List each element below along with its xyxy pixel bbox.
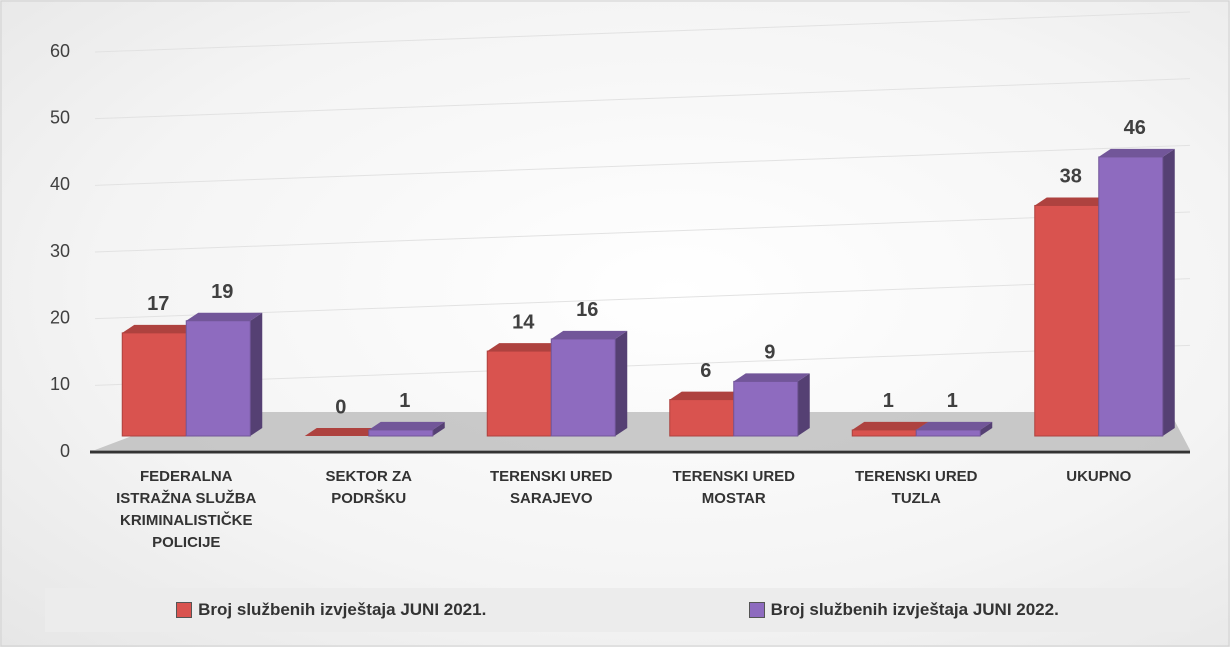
data-label: 17 [147, 293, 169, 315]
bar [121, 332, 187, 437]
grid-line [94, 144, 1191, 186]
bar [915, 429, 981, 437]
grid-line [94, 11, 1191, 53]
bar [185, 320, 251, 437]
data-label: 1 [947, 390, 958, 412]
bar [486, 350, 552, 437]
bar-top [368, 421, 445, 430]
legend: Broj službenih izvještaja JUNI 2021. Broj… [45, 588, 1190, 632]
data-label: 1 [399, 390, 410, 412]
data-label: 19 [211, 281, 233, 303]
bar [669, 399, 735, 437]
legend-swatch [176, 602, 193, 618]
bar [733, 380, 799, 437]
x-tick-label: TERENSKI URED TUZLA [854, 468, 978, 507]
legend-label: Broj službenih izvještaja JUNI 2022. [770, 600, 1059, 619]
bar-side [250, 312, 263, 436]
bar-top [186, 312, 263, 321]
grid-line [94, 344, 1191, 386]
bar-side [980, 421, 993, 436]
y-tick-label: 0 [60, 441, 70, 461]
x-tick-label: FEDERALNA ISTRAŽNA SLUŽBA KRIMINALISTIČK… [116, 468, 257, 551]
bar-side [797, 373, 810, 436]
x-tick-label: TERENSKI URED SARAJEVO [489, 468, 613, 507]
legend-label: Broj službenih izvještaja JUNI 2021. [198, 600, 487, 619]
bar-side [1162, 148, 1175, 436]
bar-side [432, 421, 445, 436]
bar-side [615, 330, 628, 436]
x-tick-label: SEKTOR ZA PODRŠKU [325, 468, 412, 507]
data-label: 0 [335, 396, 346, 418]
bar [1034, 204, 1100, 437]
grid-line [94, 278, 1191, 320]
data-label: 6 [700, 360, 711, 382]
y-tick-label: 50 [50, 107, 70, 127]
bar-top [669, 391, 746, 400]
data-label: 1 [883, 390, 894, 412]
legend-item: Broj službenih izvještaja JUNI 2021. [176, 600, 486, 620]
data-label: 14 [512, 311, 535, 333]
bar-top [122, 324, 199, 333]
floor [95, 412, 1190, 450]
data-label: 46 [1124, 117, 1146, 139]
bar-top [1034, 197, 1111, 206]
bar-top [304, 428, 381, 436]
bar-top [1098, 148, 1175, 157]
bar-top [916, 421, 993, 430]
x-tick-label: TERENSKI URED MOSTAR [672, 468, 795, 507]
bar [1098, 156, 1164, 437]
bar-top [733, 373, 810, 382]
x-tick-label: UKUPNO [1066, 468, 1132, 485]
grid-line [94, 78, 1191, 120]
y-tick-label: 60 [50, 41, 70, 61]
bar [368, 429, 434, 437]
data-label: 38 [1060, 166, 1082, 188]
grid-line [94, 211, 1191, 253]
bar-top [487, 343, 564, 352]
legend-item: Broj službenih izvještaja JUNI 2022. [748, 600, 1059, 620]
data-label: 9 [764, 342, 775, 364]
bar [851, 429, 917, 437]
y-tick-label: 30 [50, 241, 70, 261]
legend-swatch [748, 602, 765, 618]
y-tick-label: 40 [50, 174, 70, 194]
bar-top [551, 330, 628, 339]
bar-top [852, 421, 929, 430]
bar [550, 338, 616, 437]
y-tick-label: 20 [50, 307, 70, 327]
data-label: 16 [576, 299, 598, 321]
y-tick-label: 10 [50, 374, 70, 394]
